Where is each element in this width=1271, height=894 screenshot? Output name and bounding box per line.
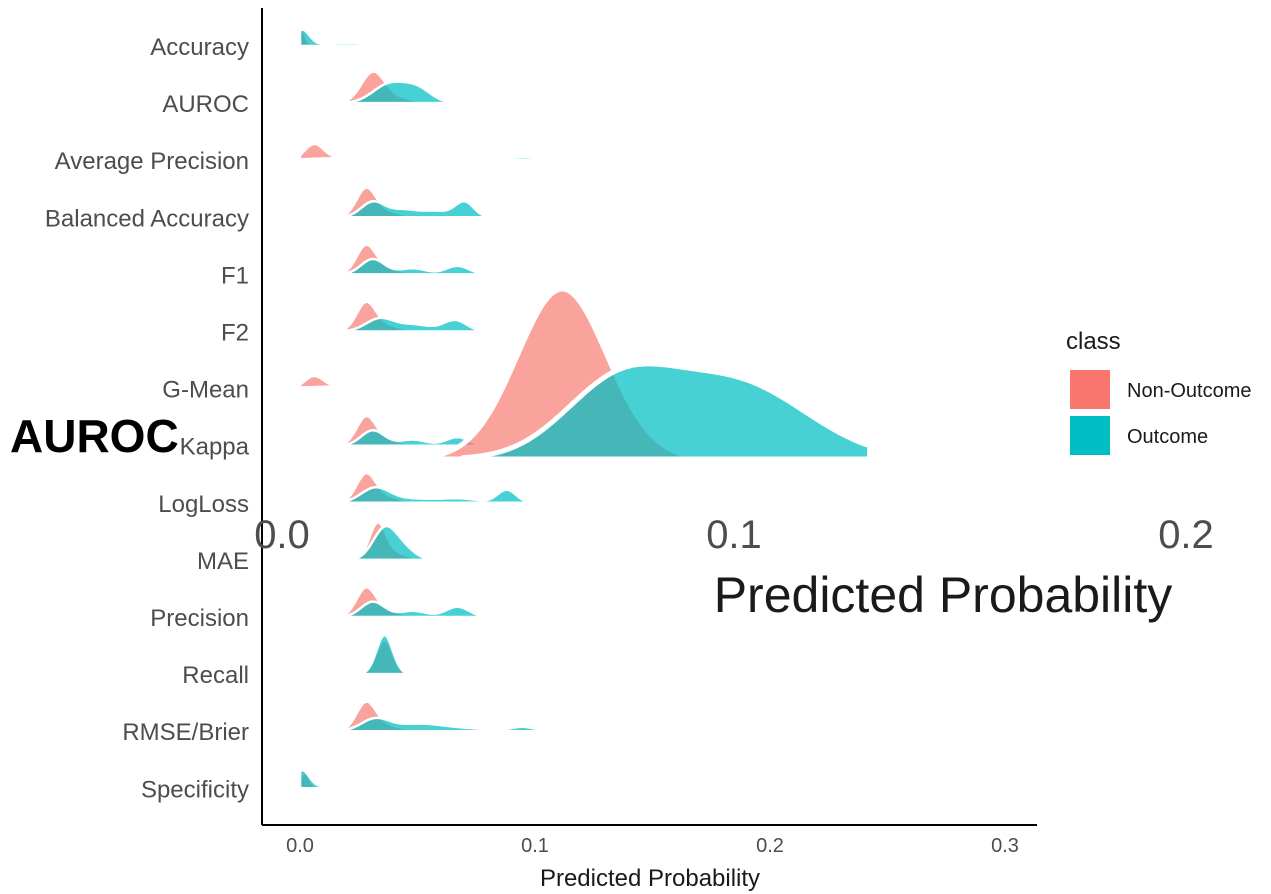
density-outcome-balanced-accuracy [336, 199, 494, 219]
ridge-f2 [336, 300, 490, 333]
ridge-accuracy [298, 24, 678, 48]
legend-swatch-outcome [1070, 416, 1110, 455]
inset-x-axis-ticks: 0.0 0.1 0.2 [254, 513, 1214, 557]
y-tick-label-recall: Recall [182, 662, 249, 689]
ridge-average-precision [298, 142, 666, 162]
inset-ridge-layer [437, 286, 873, 462]
x-axis-title: Predicted Probability [540, 865, 760, 892]
density-outcome-rmse-brier [336, 716, 678, 733]
density-outcome-mae [345, 524, 438, 562]
legend-title: class [1066, 328, 1121, 355]
y-tick-label-balanced-accuracy: Balanced Accuracy [45, 205, 249, 232]
ridge-logloss [336, 471, 537, 505]
y-tick-label-precision: Precision [150, 605, 249, 632]
y-tick-label-f2: F2 [221, 320, 249, 347]
x-axis-ticks: 0.0 0.1 0.2 0.3 [286, 835, 1019, 857]
density-outcome-kappa [336, 429, 490, 447]
density-outcome-average-precision [298, 156, 666, 162]
legend-label-non-outcome: Non-Outcome [1127, 380, 1252, 402]
x-tick-label-2: 0.2 [756, 835, 784, 857]
ridge-specificity [298, 769, 607, 790]
y-tick-label-logloss: LogLoss [158, 491, 249, 518]
inset-x-tick-label-2: 0.2 [1158, 513, 1214, 557]
y-tick-label-specificity: Specificity [141, 776, 249, 803]
density-outcome-f2 [336, 316, 490, 333]
x-tick-label-3: 0.3 [991, 835, 1019, 857]
x-tick-label-1: 0.1 [521, 835, 549, 857]
y-tick-label-f1: F1 [221, 262, 249, 289]
density-outcome-auroc [341, 80, 455, 105]
ridge-auroc [341, 70, 455, 105]
ridge-f1 [336, 243, 490, 276]
y-tick-label-g-mean: G-Mean [162, 377, 249, 404]
inset-x-axis-title: Predicted Probability [714, 567, 1173, 623]
main-ridgeline-chart: Accuracy AUROC Average Precision Balanced A… [45, 8, 1037, 892]
ridge-balanced-accuracy [336, 186, 494, 219]
ridge-recall [357, 633, 419, 676]
y-tick-label-mae: MAE [197, 548, 249, 575]
y-tick-label-accuracy: Accuracy [150, 34, 249, 61]
y-tick-label-average-precision: Average Precision [55, 148, 249, 175]
density-outcome-precision [336, 600, 490, 619]
ridge-mae [345, 521, 438, 562]
x-tick-label-0: 0.0 [286, 835, 314, 857]
inset-x-tick-label-1: 0.1 [706, 513, 762, 557]
density-outcome-f1 [336, 257, 490, 276]
inset-density-outcome [460, 361, 873, 462]
legend-label-outcome: Outcome [1127, 426, 1208, 448]
inset-x-tick-label-0: 0.0 [254, 513, 310, 557]
density-outcome-accuracy [298, 28, 678, 48]
inset-title: AUROC [10, 410, 179, 462]
y-tick-label-auroc: AUROC [162, 91, 249, 118]
auroc-inset-chart: AUROC 0.0 0.1 0.2 Predicted Probability [10, 286, 1214, 623]
y-tick-label-kappa: Kappa [180, 434, 250, 461]
density-outcome-logloss [336, 485, 537, 505]
ridge-rmse-brier [336, 700, 678, 733]
legend-swatch-non-outcome [1070, 370, 1110, 409]
y-tick-label-rmse-brier: RMSE/Brier [122, 719, 249, 746]
density-outcome-recall [357, 633, 419, 676]
density-outcome-specificity [298, 769, 607, 790]
ridge-precision [336, 586, 490, 619]
ridge-layer [298, 24, 678, 790]
y-axis-labels: Accuracy AUROC Average Precision Balanced A… [45, 34, 250, 803]
legend: class Non-Outcome Outcome [1066, 328, 1252, 455]
